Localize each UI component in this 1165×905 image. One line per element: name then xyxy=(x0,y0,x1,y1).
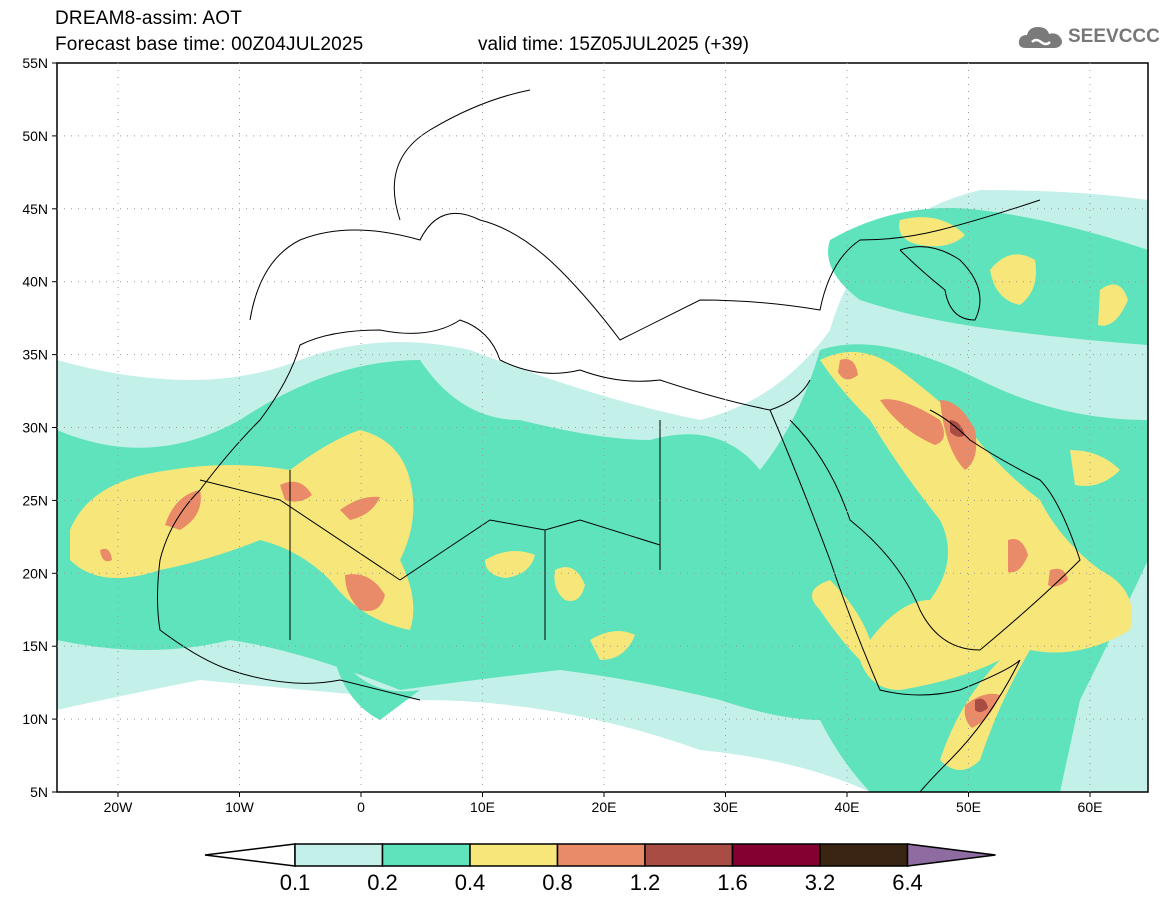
map-title: DREAM8-assim: AOT xyxy=(55,8,243,29)
valid-time: valid time: 15Z05JUL2025 (+39) xyxy=(478,34,749,55)
lon-label: 40E xyxy=(835,799,860,815)
lon-label: 10W xyxy=(225,799,255,815)
lat-label: 10N xyxy=(22,711,48,727)
forecast-base-time: Forecast base time: 00Z04JUL2025 xyxy=(55,34,364,55)
colorbar-label: 0.1 xyxy=(279,870,311,895)
colorbar-label: 0.2 xyxy=(367,870,398,895)
colorbar-swatch xyxy=(644,843,734,867)
lon-label: 30E xyxy=(713,799,738,815)
aot-band-0.4 xyxy=(70,430,414,630)
colorbar-label: 3.2 xyxy=(804,870,836,895)
colorbar-swatch xyxy=(469,843,559,867)
colorbar-label: 0.8 xyxy=(542,870,573,895)
seevccc-logo: SEEVCCC xyxy=(1018,24,1160,50)
border-sahara xyxy=(199,420,661,640)
lat-label: 25N xyxy=(22,492,48,508)
colorbar-swatch xyxy=(731,843,821,867)
lat-label: 50N xyxy=(22,128,48,144)
lon-label: 20E xyxy=(592,799,617,815)
colorbar-swatch xyxy=(819,843,909,867)
lat-label: 30N xyxy=(22,420,48,436)
lon-label: 0 xyxy=(357,799,365,815)
aot-band-0.2-north xyxy=(828,208,1148,345)
lat-label: 35N xyxy=(22,347,48,363)
colorbar-swatch xyxy=(556,843,646,867)
cloud-icon xyxy=(1018,27,1062,48)
lat-label: 45N xyxy=(22,201,48,217)
logo-text: SEEVCCC xyxy=(1068,26,1160,47)
lon-label: 60E xyxy=(1078,799,1103,815)
colorbar-high-arrow xyxy=(906,843,996,867)
lon-label: 10E xyxy=(470,799,495,815)
lat-label: 15N xyxy=(22,638,48,654)
borders xyxy=(157,89,1081,792)
colorbar-label: 1.2 xyxy=(629,870,661,895)
coastline-north-africa xyxy=(159,319,811,561)
aot-band-0.4-arabia xyxy=(812,352,1132,770)
coastline-europe xyxy=(249,89,1041,341)
coastline-west-africa xyxy=(157,559,421,701)
colorbar-swatch xyxy=(294,843,384,867)
coastline-horn-africa xyxy=(879,659,1021,792)
lon-label: 20W xyxy=(104,799,134,815)
lon-labels: 20W 10W 0 10E 20E 30E 40E 50E 60E xyxy=(104,799,1103,815)
coastline-red-sea xyxy=(769,409,1081,691)
graticule xyxy=(52,62,1148,797)
colorbar-label: 1.6 xyxy=(717,870,748,895)
colorbar-low-arrow xyxy=(204,843,296,867)
lon-label: 50E xyxy=(956,799,981,815)
caspian-sea xyxy=(899,246,981,321)
lat-label: 40N xyxy=(22,274,48,290)
aot-band-0.4-caspian xyxy=(899,217,1128,326)
colorbar-label: 6.4 xyxy=(892,870,923,895)
lat-label: 55N xyxy=(22,55,48,71)
aot-band-0.2-sahel xyxy=(330,640,420,720)
colorbar-swatch xyxy=(381,843,471,867)
colorbar-label: 0.4 xyxy=(454,870,486,895)
lat-label: 5N xyxy=(30,784,48,800)
lat-labels: 55N 50N 45N 40N 35N 30N 25N 20N 15N 10N 5N xyxy=(22,55,48,800)
lat-label: 20N xyxy=(22,565,48,581)
